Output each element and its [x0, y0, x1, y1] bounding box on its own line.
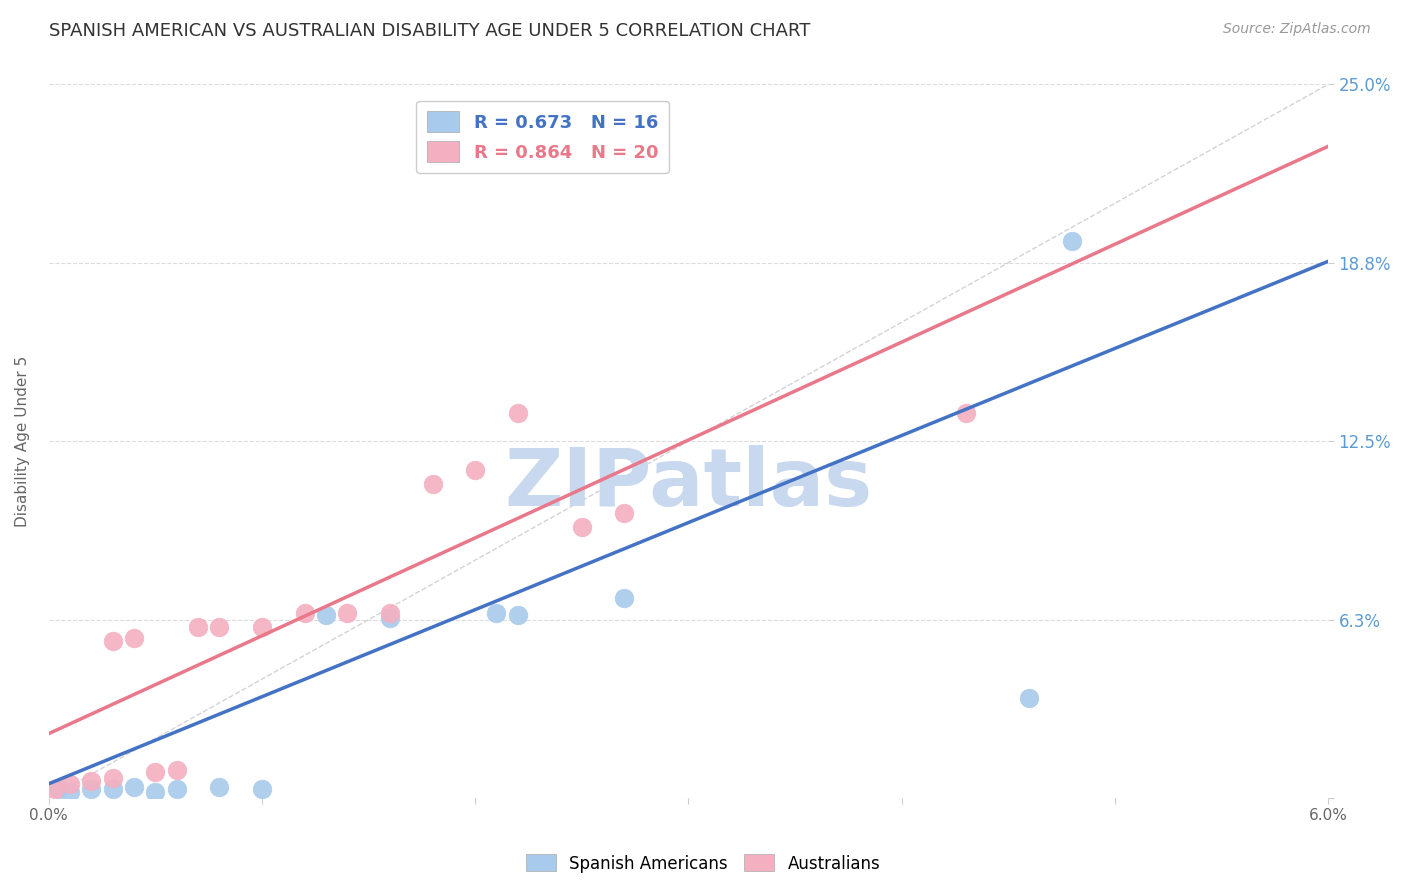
- Point: [208, 780, 231, 794]
- Text: SPANISH AMERICAN VS AUSTRALIAN DISABILITY AGE UNDER 5 CORRELATION CHART: SPANISH AMERICAN VS AUSTRALIAN DISABILIT…: [49, 22, 811, 40]
- Point: [378, 611, 401, 625]
- Point: [485, 606, 508, 620]
- Point: [101, 782, 124, 797]
- Point: [250, 782, 273, 797]
- Point: [378, 606, 401, 620]
- Point: [59, 785, 82, 799]
- Point: [1062, 235, 1084, 249]
- Point: [101, 771, 124, 785]
- Point: [166, 763, 188, 777]
- Point: [571, 520, 593, 534]
- Point: [955, 406, 977, 420]
- Point: [1018, 691, 1040, 706]
- Point: [59, 777, 82, 791]
- Y-axis label: Disability Age Under 5: Disability Age Under 5: [15, 356, 30, 527]
- Point: [166, 782, 188, 797]
- Point: [143, 785, 166, 799]
- Point: [464, 463, 486, 477]
- Point: [80, 773, 103, 788]
- Point: [101, 634, 124, 648]
- Point: [80, 782, 103, 797]
- Point: [315, 608, 337, 623]
- Legend: Spanish Americans, Australians: Spanish Americans, Australians: [519, 847, 887, 880]
- Point: [250, 620, 273, 634]
- Point: [122, 780, 145, 794]
- Point: [143, 765, 166, 780]
- Point: [506, 608, 529, 623]
- Point: [336, 606, 359, 620]
- Point: [294, 606, 316, 620]
- Point: [613, 591, 636, 606]
- Point: [44, 782, 66, 797]
- Text: ZIPatlas: ZIPatlas: [505, 445, 873, 523]
- Point: [122, 631, 145, 645]
- Point: [187, 620, 209, 634]
- Point: [48, 782, 70, 797]
- Point: [208, 620, 231, 634]
- Point: [613, 506, 636, 520]
- Text: Source: ZipAtlas.com: Source: ZipAtlas.com: [1223, 22, 1371, 37]
- Point: [422, 477, 444, 491]
- Point: [506, 406, 529, 420]
- Legend: R = 0.673   N = 16, R = 0.864   N = 20: R = 0.673 N = 16, R = 0.864 N = 20: [416, 101, 669, 173]
